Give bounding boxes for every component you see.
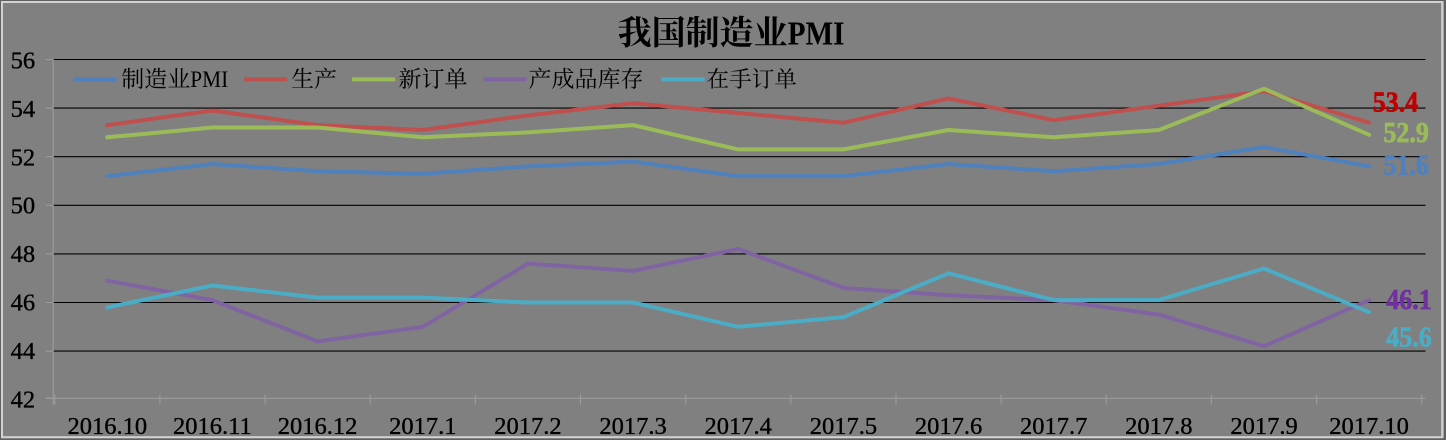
svg-text:2017.2: 2017.2	[494, 413, 561, 440]
svg-text:50: 50	[11, 194, 36, 220]
svg-text:44: 44	[11, 339, 36, 365]
svg-text:2016.10: 2016.10	[67, 413, 147, 440]
svg-text:54: 54	[11, 97, 36, 123]
svg-text:51.6: 51.6	[1383, 151, 1429, 182]
svg-text:52.9: 52.9	[1383, 118, 1429, 149]
svg-text:42: 42	[11, 387, 36, 413]
svg-text:46: 46	[11, 291, 36, 317]
svg-text:PMI: PMI	[190, 67, 228, 92]
svg-text:2016.12: 2016.12	[278, 413, 358, 440]
svg-text:2017.3: 2017.3	[599, 413, 666, 440]
svg-text:2017.8: 2017.8	[1125, 413, 1192, 440]
svg-text:2017.5: 2017.5	[810, 413, 877, 440]
svg-text:53.4: 53.4	[1373, 87, 1419, 118]
svg-text:2017.4: 2017.4	[705, 413, 772, 440]
svg-text:2017.6: 2017.6	[915, 413, 982, 440]
svg-text:2017.9: 2017.9	[1230, 413, 1297, 440]
svg-text:56: 56	[11, 49, 36, 75]
svg-text:46.1: 46.1	[1386, 285, 1432, 316]
svg-text:2017.10: 2017.10	[1329, 413, 1409, 440]
svg-text:45.6: 45.6	[1386, 323, 1432, 354]
svg-text:PMI: PMI	[788, 16, 845, 53]
svg-text:2017.7: 2017.7	[1020, 413, 1087, 440]
svg-text:2016.11: 2016.11	[173, 413, 252, 440]
svg-text:52: 52	[11, 145, 36, 171]
svg-text:48: 48	[11, 242, 36, 268]
svg-text:2017.1: 2017.1	[389, 413, 456, 440]
